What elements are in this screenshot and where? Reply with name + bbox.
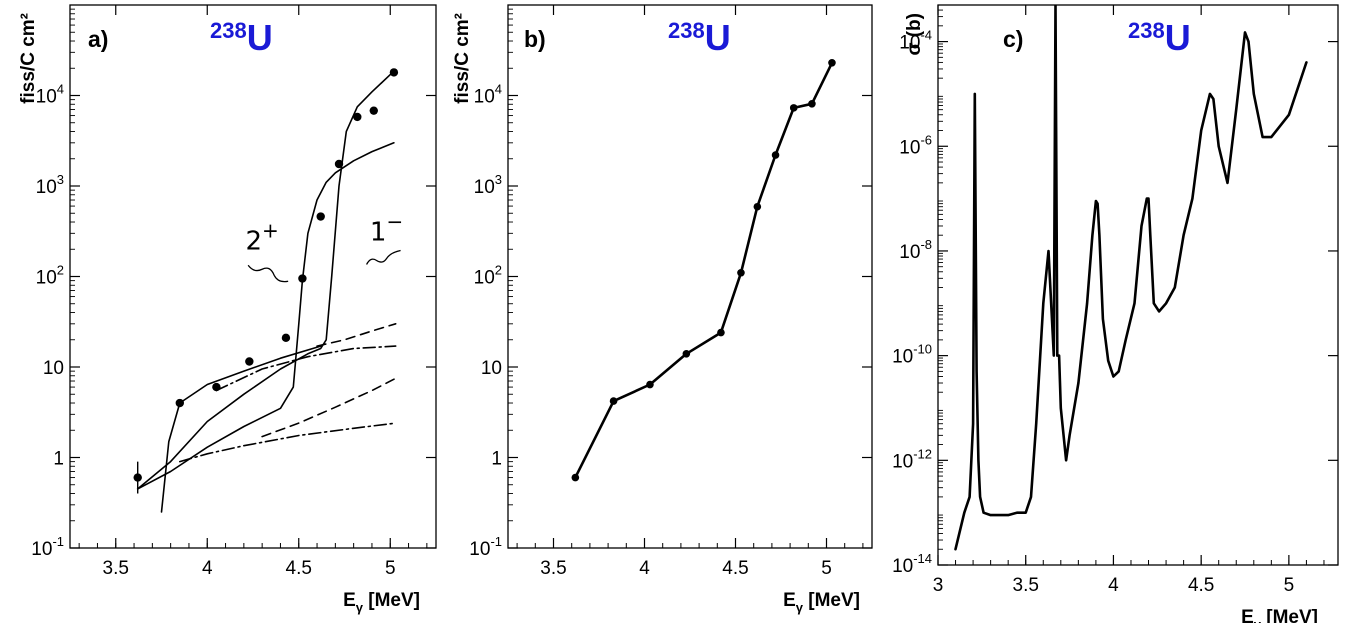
y-tick-label: 10-1 — [31, 534, 64, 560]
curve-label: 1− — [370, 209, 403, 247]
y-tick-label: 10 — [43, 358, 64, 379]
data-point — [175, 398, 184, 408]
y-tick-label: 10-8 — [899, 237, 932, 263]
data-point — [771, 151, 780, 159]
x-tick-label: 3.5 — [103, 558, 129, 579]
y-tick-label: 104 — [474, 82, 502, 108]
x-tick-label: 4 — [1108, 575, 1119, 596]
x-tick-label: 3.5 — [540, 558, 566, 579]
plot-frame — [937, 4, 1339, 566]
data-point — [609, 397, 618, 405]
y-tick-label: 1 — [53, 449, 64, 470]
y-tick-label: 1 — [491, 449, 502, 470]
data-point — [737, 268, 745, 277]
data-point — [353, 112, 362, 122]
panel-label: c) — [1003, 26, 1023, 52]
plot-area — [954, 5, 1308, 551]
x-axis-label: Eγ [MeV] — [343, 590, 420, 615]
panel-b: 3.5 4 4.5 5 10-1 1 10 102 103 104 Eγ [MeV] fiss/C c… — [452, 4, 873, 615]
data-point — [133, 473, 142, 482]
x-tick-label: 5 — [821, 558, 832, 579]
panel-c: 3 3.5 4 4.5 5 10-14 10-12 10-10 10-8 10-6 10-4 Eγ [… — [892, 4, 1339, 623]
isotope-label: 238U — [668, 17, 731, 58]
fit-curve-3 — [160, 345, 322, 513]
y-tick-label: 10-4 — [899, 28, 932, 54]
y-tick-label: 10 — [481, 358, 502, 379]
data-point — [646, 380, 654, 389]
panel-a: 3.5 4 4.5 5 10-1 1 10 102 103 104 Eγ [MeV] fiss/C c… — [18, 4, 437, 615]
data-point — [717, 328, 725, 337]
y-tick-label: 10-1 — [469, 534, 502, 560]
fit-curve-1 — [136, 142, 395, 490]
label-leader — [366, 249, 401, 265]
label-leader — [247, 264, 289, 283]
data-point — [571, 473, 580, 482]
fit-curve-4 — [215, 345, 397, 392]
y-tick-label: 103 — [474, 172, 502, 198]
y-tick-label: 102 — [36, 263, 64, 289]
y-axis-label: fiss/C cm² — [452, 13, 473, 104]
data-point — [828, 58, 836, 67]
panel-label: b) — [524, 26, 546, 52]
curve-label: 2+ — [245, 218, 278, 256]
y-axis-label: σ (b) — [904, 13, 925, 56]
data-point — [245, 357, 254, 366]
y-axis-label: fiss/C cm² — [18, 13, 39, 104]
data-point — [389, 68, 399, 77]
x-tick-label: 4 — [202, 558, 213, 579]
y-tick-label: 10-12 — [892, 446, 932, 472]
x-axis-label: Eγ [MeV] — [783, 590, 860, 615]
y-tick-label: 102 — [474, 263, 502, 289]
x-tick-label: 4.5 — [722, 558, 748, 579]
data-point — [212, 382, 221, 392]
fit-curve-6 — [179, 422, 397, 463]
series-line — [954, 5, 1308, 551]
plot-frame — [507, 4, 873, 549]
y-tick-label: 104 — [36, 82, 64, 108]
fit-curve-5 — [316, 322, 397, 347]
series-line — [573, 61, 834, 479]
x-tick-label: 4.5 — [1188, 575, 1214, 596]
x-axis-label: Eγ [MeV] — [1241, 607, 1318, 623]
y-tick-label: 10-10 — [892, 342, 932, 368]
x-tick-label: 3 — [933, 575, 944, 596]
x-tick-label: 3.5 — [1013, 575, 1039, 596]
fit-curve-7 — [261, 377, 397, 438]
data-point — [753, 202, 762, 211]
x-tick-label: 4.5 — [286, 558, 312, 579]
plot-frame — [69, 4, 437, 549]
isotope-label: 238U — [210, 17, 273, 58]
y-tick-label: 10-6 — [899, 132, 932, 158]
data-point — [298, 274, 307, 283]
x-tick-label: 5 — [385, 558, 396, 579]
plot-area — [133, 68, 399, 513]
data-point — [316, 212, 325, 221]
x-tick-label: 5 — [1284, 575, 1295, 596]
data-point — [281, 333, 291, 343]
data-point — [789, 104, 798, 112]
x-tick-label: 4 — [639, 558, 650, 579]
data-point — [808, 99, 816, 108]
data-point — [334, 159, 344, 169]
data-point — [369, 106, 378, 115]
data-point — [682, 349, 691, 358]
y-tick-label: 10-14 — [892, 551, 932, 577]
isotope-label: 238U — [1128, 17, 1191, 58]
panel-label: a) — [88, 26, 108, 52]
y-tick-label: 103 — [36, 172, 64, 198]
plot-area — [571, 58, 836, 482]
fit-curve-2 — [136, 73, 392, 490]
